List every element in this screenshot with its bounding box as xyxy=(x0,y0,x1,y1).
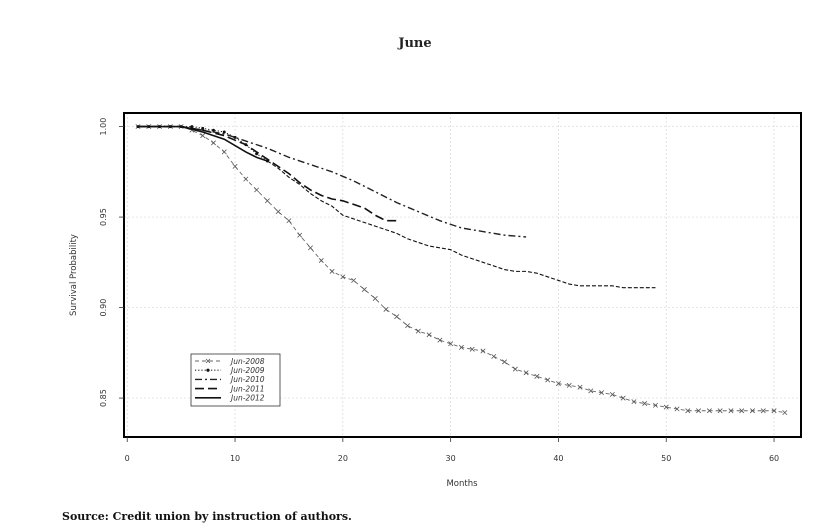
legend-label: Jun-2011 xyxy=(229,384,265,393)
series-point xyxy=(502,359,508,365)
series-point xyxy=(566,382,572,388)
series-point xyxy=(190,125,194,129)
x-tick-label: 0 xyxy=(125,454,130,463)
series-point xyxy=(233,135,237,139)
series-point xyxy=(415,328,421,334)
plot-frame xyxy=(123,112,802,438)
series-point xyxy=(372,296,378,302)
x-axis-title: Months xyxy=(446,479,478,489)
series-point xyxy=(329,268,335,274)
series-line xyxy=(267,160,656,289)
series-point xyxy=(545,377,551,383)
x-tick-label: 40 xyxy=(553,454,563,463)
legend-marker xyxy=(206,368,210,372)
series-point xyxy=(318,258,324,264)
series-point xyxy=(437,337,443,343)
series-point xyxy=(200,133,206,139)
x-tick-label: 10 xyxy=(230,454,240,463)
x-tick-label: 30 xyxy=(446,454,456,463)
series-point xyxy=(750,408,755,414)
x-tick-label: 60 xyxy=(769,454,779,463)
series-point xyxy=(232,163,238,169)
series-point xyxy=(426,332,432,338)
series-point xyxy=(728,408,734,414)
series-point xyxy=(555,381,561,387)
series-point xyxy=(201,126,205,130)
series-point xyxy=(717,408,723,414)
chart-title: June xyxy=(398,36,432,51)
series-point xyxy=(620,395,626,401)
series-point xyxy=(642,401,648,406)
series-point xyxy=(254,187,260,193)
series-point xyxy=(599,390,605,396)
source-note: Source: Credit union by instruction of a… xyxy=(62,510,352,523)
series-point xyxy=(696,408,702,414)
series-point xyxy=(663,404,669,410)
legend-label: Jun-2012 xyxy=(229,394,265,403)
series-point xyxy=(297,232,303,238)
y-tick-label: 0.95 xyxy=(99,208,108,226)
series-point xyxy=(361,286,367,292)
series-point xyxy=(340,274,346,280)
series-point xyxy=(264,198,270,204)
series-lines xyxy=(135,124,788,416)
series-point xyxy=(405,323,411,329)
series-point xyxy=(609,391,615,397)
y-tick-label: 0.85 xyxy=(99,389,108,407)
series-point xyxy=(480,348,486,354)
series-point xyxy=(706,408,712,414)
series-point xyxy=(211,128,215,132)
series-point xyxy=(275,209,281,215)
series-point xyxy=(351,277,357,283)
series-point xyxy=(534,373,540,379)
series-point xyxy=(782,410,788,416)
y-tick-label: 1.00 xyxy=(99,118,108,136)
series-line xyxy=(138,125,268,162)
x-tick-label: 20 xyxy=(338,454,348,463)
series-line xyxy=(138,125,527,238)
legend-label: Jun-2009 xyxy=(229,366,265,375)
series-point xyxy=(221,149,227,155)
legend-label: Jun-2010 xyxy=(229,375,265,384)
series-point xyxy=(652,402,658,408)
x-tick-label: 50 xyxy=(661,454,671,463)
y-tick-label: 0.90 xyxy=(99,299,108,317)
series-point xyxy=(674,406,680,412)
series-point xyxy=(286,218,292,224)
series-line xyxy=(138,125,397,222)
series-point xyxy=(523,370,529,376)
series-point xyxy=(222,130,226,134)
axes: 0 10 20 30 40 50 60 0.85 0.90 0.95 1.00 xyxy=(99,118,779,463)
legend-marker xyxy=(205,358,211,364)
series-point xyxy=(739,408,745,414)
series-point xyxy=(394,314,400,320)
series-point xyxy=(448,341,454,347)
series-point xyxy=(469,346,475,352)
series-point xyxy=(308,245,313,251)
y-axis-title: Survival Probability xyxy=(69,234,79,316)
series-point xyxy=(588,388,594,394)
series-point xyxy=(383,306,389,312)
series-point xyxy=(512,366,518,372)
series-point xyxy=(243,176,249,182)
series-point xyxy=(771,408,777,414)
series-point xyxy=(577,384,583,390)
series-point xyxy=(458,344,464,350)
series-point xyxy=(685,408,691,414)
series-point xyxy=(760,408,766,414)
legend-label: Jun-2008 xyxy=(229,357,265,366)
series-point xyxy=(210,140,216,146)
series-point xyxy=(631,399,637,405)
series-point xyxy=(491,353,497,359)
